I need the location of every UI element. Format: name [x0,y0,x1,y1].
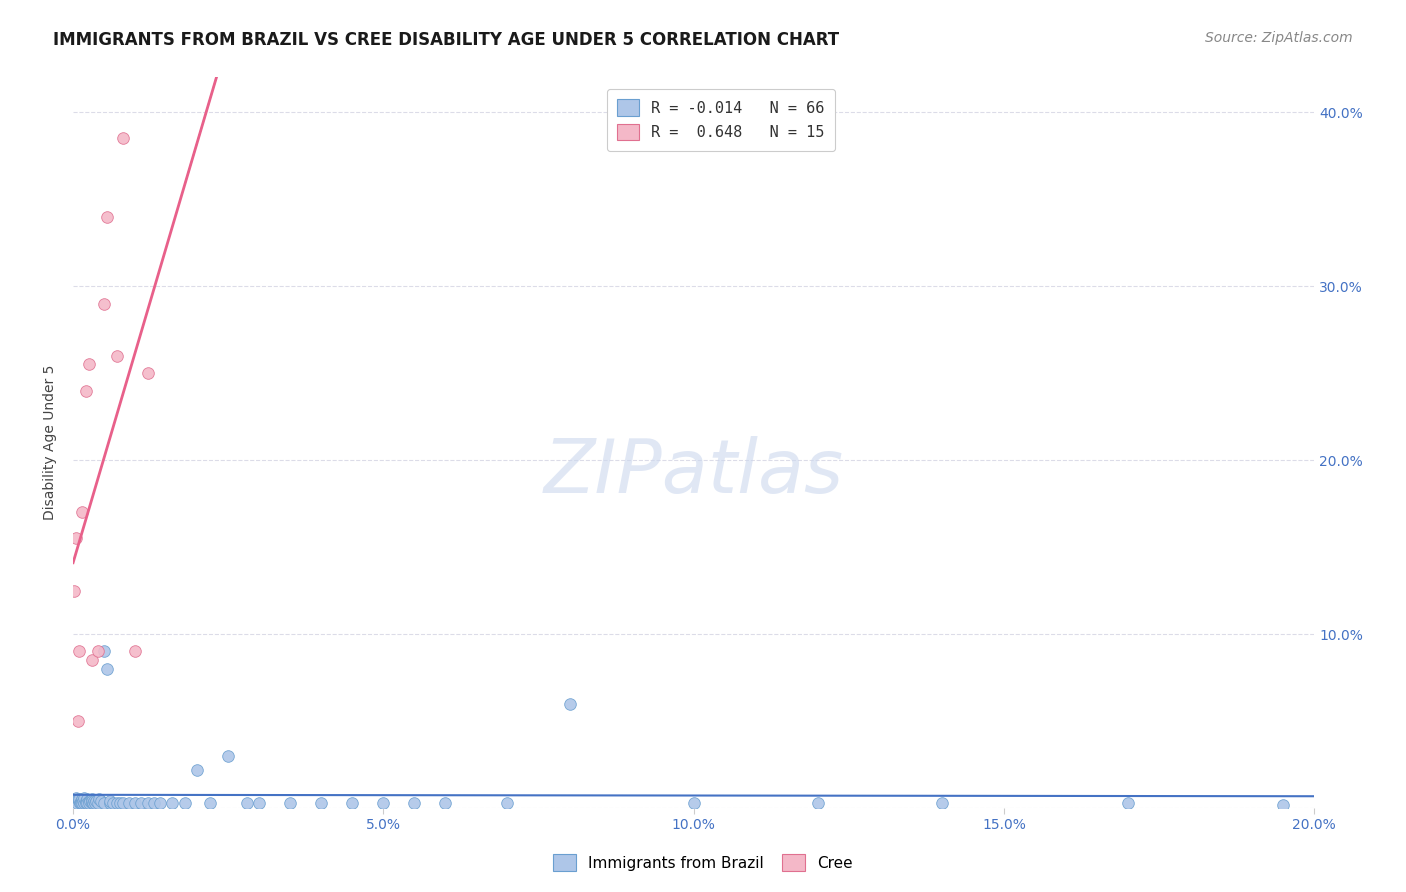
Point [79,794,101,808]
Legend: Immigrants from Brazil, Cree: Immigrants from Brazil, Cree [544,845,862,880]
Point [108,796,131,810]
Point [76,792,98,806]
Point [87,644,110,658]
Point [83,794,105,808]
Point [142,796,165,810]
Point [1272,797,1295,812]
Point [149,796,172,810]
Point [67,792,90,806]
Point [77,794,100,808]
Point [342,796,364,810]
Point [70,796,93,810]
Point [124,644,146,658]
Point [75,384,97,398]
Point [76,796,98,810]
Point [69,796,91,810]
Point [96,210,118,224]
Point [682,796,704,810]
Point [186,763,208,777]
Point [72,794,94,808]
Point [83,796,105,810]
Point [82,796,104,810]
Point [111,131,134,145]
Point [89,792,111,806]
Point [236,796,259,810]
Point [496,796,519,810]
Point [65,532,87,546]
Text: ZIPatlas: ZIPatlas [544,436,844,508]
Point [73,790,96,805]
Y-axis label: Disability Age Under 5: Disability Age Under 5 [44,365,58,520]
Point [67,644,90,658]
Point [111,796,134,810]
Point [77,358,100,372]
Point [98,794,121,808]
Point [63,583,86,598]
Point [75,796,97,810]
Point [131,796,153,810]
Text: IMMIGRANTS FROM BRAZIL VS CREE DISABILITY AGE UNDER 5 CORRELATION CHART: IMMIGRANTS FROM BRAZIL VS CREE DISABILIT… [53,31,839,49]
Point [105,796,128,810]
Point [72,796,94,810]
Point [98,796,121,810]
Point [311,796,333,810]
Point [70,792,93,806]
Point [807,796,830,810]
Point [136,366,159,380]
Point [84,794,107,808]
Legend: R = -0.014   N = 66, R =  0.648   N = 15: R = -0.014 N = 66, R = 0.648 N = 15 [606,88,835,151]
Point [80,792,103,806]
Point [90,794,112,808]
Point [93,796,115,810]
Point [69,794,91,808]
Point [1116,796,1139,810]
Point [217,748,239,763]
Point [105,349,128,363]
Point [72,505,94,519]
Point [66,794,89,808]
Point [124,796,146,810]
Point [247,796,270,810]
Point [404,796,426,810]
Point [75,794,97,808]
Point [65,790,87,805]
Point [558,697,581,711]
Point [67,792,90,806]
Point [72,796,94,810]
Point [77,796,100,810]
Point [278,796,301,810]
Point [103,796,125,810]
Point [80,796,103,810]
Point [96,662,118,676]
Point [136,796,159,810]
Point [87,796,110,810]
Point [67,794,90,808]
Point [173,796,195,810]
Text: Source: ZipAtlas.com: Source: ZipAtlas.com [1205,31,1353,45]
Point [162,796,184,810]
Point [118,796,141,810]
Point [93,296,115,310]
Point [80,794,103,808]
Point [373,796,395,810]
Point [931,796,953,810]
Point [198,796,221,810]
Point [93,644,115,658]
Point [80,653,103,667]
Point [434,796,457,810]
Point [66,796,89,810]
Point [67,714,90,728]
